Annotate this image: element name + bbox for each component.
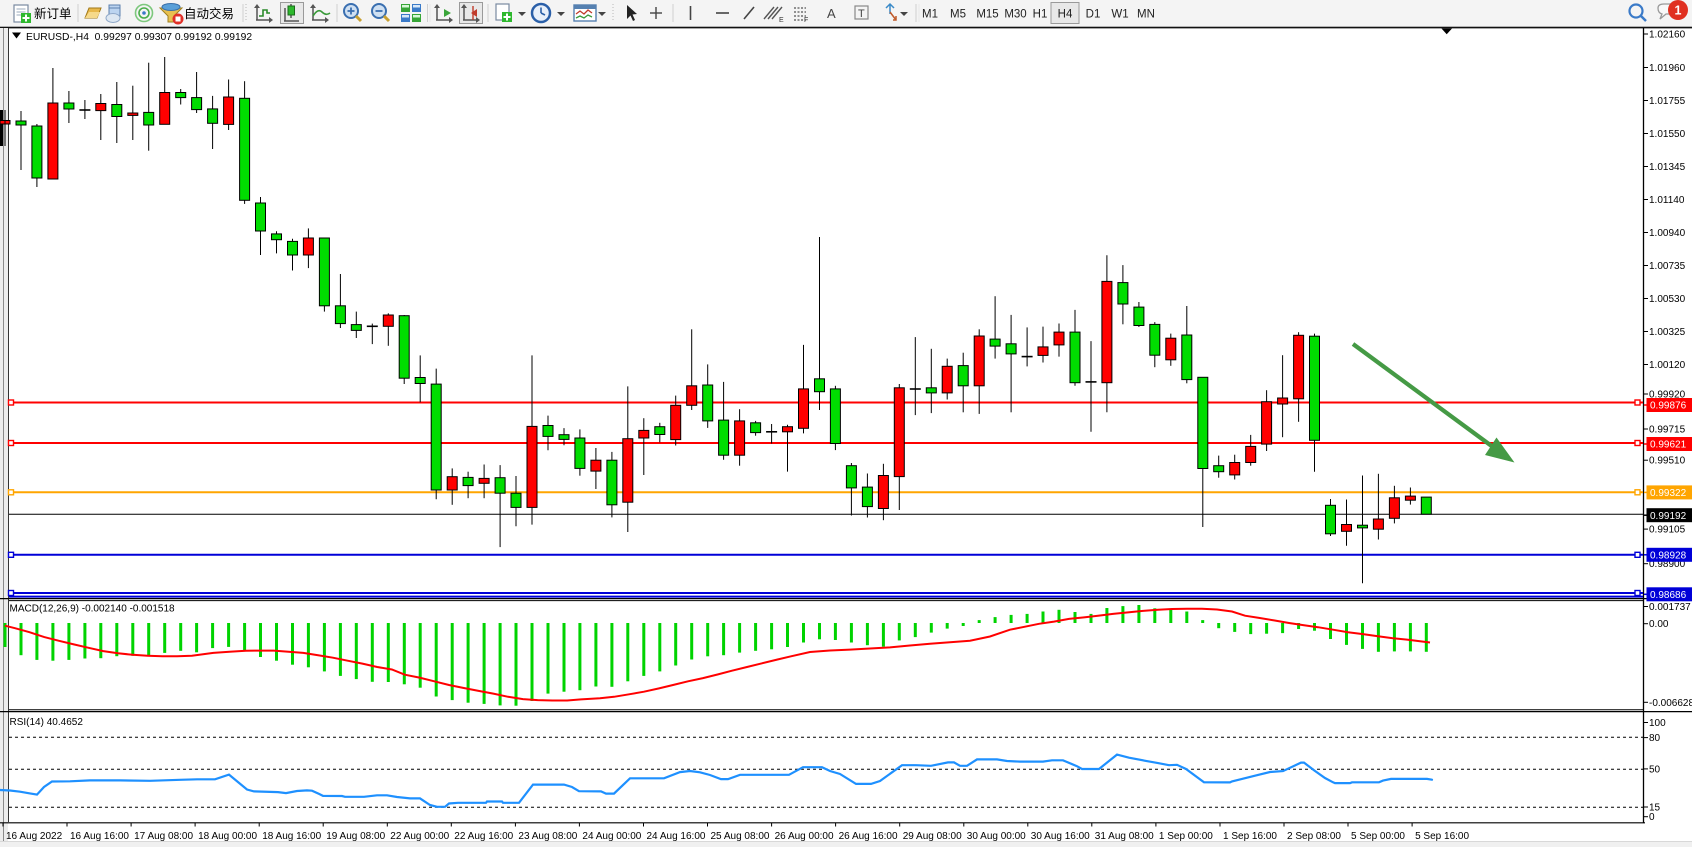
svg-text:1.00325: 1.00325	[1649, 327, 1686, 338]
svg-text:80: 80	[1649, 733, 1661, 744]
svg-text:50: 50	[1649, 764, 1661, 775]
svg-text:MN: MN	[1137, 9, 1155, 21]
svg-text:1.00735: 1.00735	[1649, 261, 1686, 272]
svg-text:1: 1	[1675, 4, 1682, 18]
svg-text:25 Aug 08:00: 25 Aug 08:00	[711, 831, 770, 842]
svg-text:22 Aug 00:00: 22 Aug 00:00	[390, 831, 449, 842]
svg-text:M5: M5	[950, 9, 966, 21]
svg-text:0.99322: 0.99322	[1650, 488, 1687, 499]
svg-text:1.01345: 1.01345	[1649, 162, 1686, 173]
svg-text:新订单: 新订单	[34, 6, 72, 21]
svg-text:1 Sep 16:00: 1 Sep 16:00	[1223, 831, 1277, 842]
svg-text:24 Aug 00:00: 24 Aug 00:00	[582, 831, 641, 842]
svg-text:18 Aug 00:00: 18 Aug 00:00	[198, 831, 257, 842]
svg-text:W1: W1	[1111, 9, 1128, 21]
svg-text:30 Aug 00:00: 30 Aug 00:00	[967, 831, 1026, 842]
svg-text:16 Aug 2022: 16 Aug 2022	[6, 831, 63, 842]
svg-text:0.001737: 0.001737	[1649, 602, 1691, 613]
svg-text:0.98900: 0.98900	[1649, 559, 1686, 570]
svg-text:26 Aug 00:00: 26 Aug 00:00	[775, 831, 834, 842]
svg-text:D1: D1	[1086, 9, 1101, 21]
svg-text:30 Aug 16:00: 30 Aug 16:00	[1031, 831, 1090, 842]
svg-text:1.01550: 1.01550	[1649, 129, 1686, 140]
svg-text:M30: M30	[1004, 9, 1026, 21]
svg-text:5 Sep 16:00: 5 Sep 16:00	[1415, 831, 1469, 842]
svg-text:0.99105: 0.99105	[1649, 525, 1686, 536]
svg-text:1.01755: 1.01755	[1649, 96, 1686, 107]
svg-text:A: A	[827, 6, 836, 21]
svg-text:29 Aug 08:00: 29 Aug 08:00	[903, 831, 962, 842]
svg-text:0.99510: 0.99510	[1649, 456, 1686, 467]
svg-text:1.01140: 1.01140	[1649, 195, 1685, 206]
svg-text:19 Aug 08:00: 19 Aug 08:00	[326, 831, 385, 842]
svg-text:0: 0	[1649, 812, 1655, 823]
svg-text:RSI(14) 40.4652: RSI(14) 40.4652	[10, 717, 84, 728]
svg-text:-0.006628: -0.006628	[1649, 698, 1692, 709]
svg-text:1.02160: 1.02160	[1649, 30, 1686, 41]
svg-text:0.00: 0.00	[1649, 619, 1669, 630]
svg-text:1 Sep 00:00: 1 Sep 00:00	[1159, 831, 1213, 842]
svg-text:H1: H1	[1033, 9, 1048, 21]
svg-text:2 Sep 08:00: 2 Sep 08:00	[1287, 831, 1341, 842]
svg-text:16 Aug 16:00: 16 Aug 16:00	[70, 831, 129, 842]
svg-text:17 Aug 08:00: 17 Aug 08:00	[134, 831, 193, 842]
svg-text:M1: M1	[922, 9, 938, 21]
svg-text:22 Aug 16:00: 22 Aug 16:00	[454, 831, 513, 842]
svg-text:1.01960: 1.01960	[1649, 63, 1686, 74]
svg-text:0.98686: 0.98686	[1650, 590, 1687, 601]
svg-text:E: E	[779, 17, 784, 24]
svg-text:1.00940: 1.00940	[1649, 228, 1686, 239]
svg-text:EURUSD-,H4 0.99297 0.99307 0.: EURUSD-,H4 0.99297 0.99307 0.99192 0.991…	[26, 32, 252, 43]
svg-text:0.99621: 0.99621	[1650, 440, 1687, 451]
svg-text:0.99876: 0.99876	[1650, 401, 1687, 412]
svg-text:MACD(12,26,9) -0.002140 -0.001: MACD(12,26,9) -0.002140 -0.001518	[10, 604, 176, 615]
svg-text:15: 15	[1649, 803, 1661, 814]
svg-text:31 Aug 08:00: 31 Aug 08:00	[1095, 831, 1154, 842]
svg-text:T: T	[858, 8, 865, 20]
svg-text:0.99715: 0.99715	[1649, 425, 1686, 436]
svg-text:18 Aug 16:00: 18 Aug 16:00	[262, 831, 321, 842]
svg-text:26 Aug 16:00: 26 Aug 16:00	[839, 831, 898, 842]
svg-text:自动交易: 自动交易	[184, 6, 234, 21]
svg-text:24 Aug 16:00: 24 Aug 16:00	[647, 831, 706, 842]
svg-text:0.99920: 0.99920	[1649, 390, 1686, 401]
svg-text:23 Aug 08:00: 23 Aug 08:00	[518, 831, 577, 842]
svg-text:1.00120: 1.00120	[1649, 360, 1686, 371]
svg-text:100: 100	[1649, 718, 1666, 729]
svg-text:H4: H4	[1058, 9, 1073, 21]
svg-text:5 Sep 00:00: 5 Sep 00:00	[1351, 831, 1405, 842]
svg-text:0.98928: 0.98928	[1650, 551, 1687, 562]
svg-text:1.00530: 1.00530	[1649, 294, 1686, 305]
svg-text:0.99192: 0.99192	[1650, 511, 1687, 522]
svg-text:F: F	[804, 17, 808, 24]
svg-text:M15: M15	[976, 9, 998, 21]
